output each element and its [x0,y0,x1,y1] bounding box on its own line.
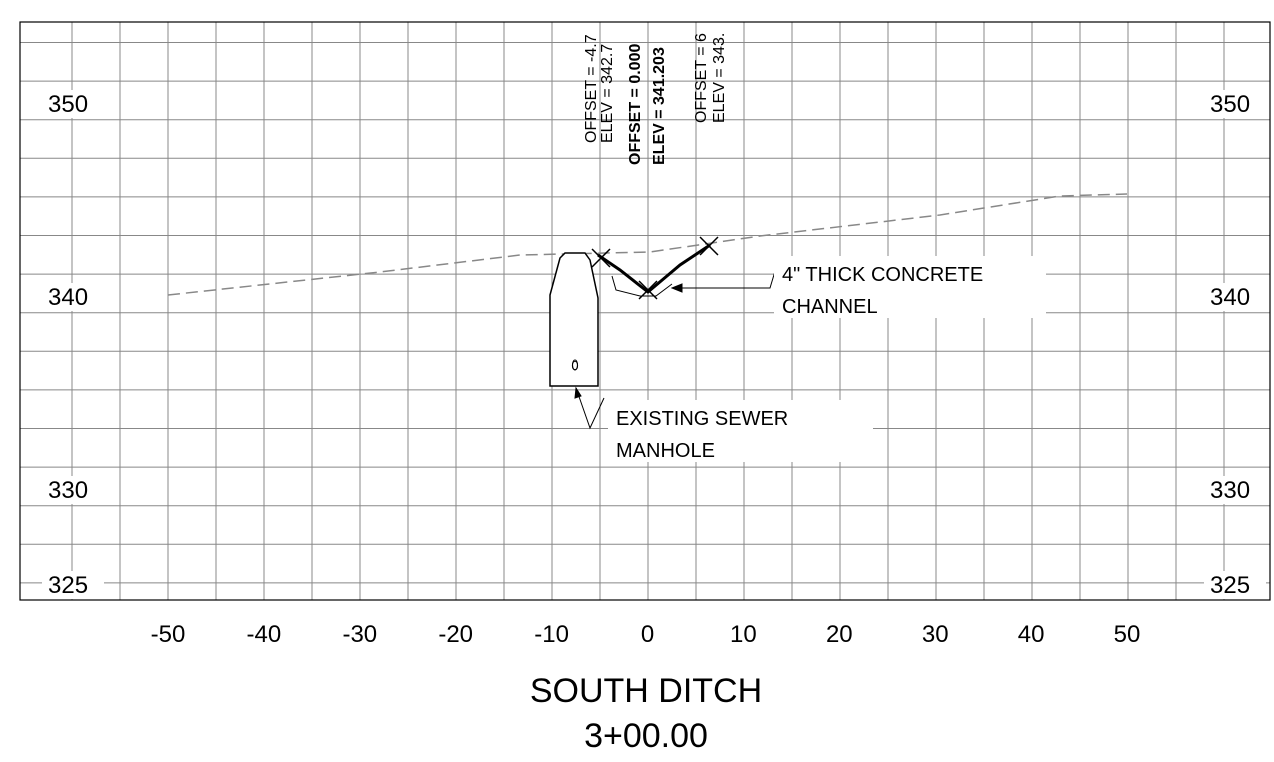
manhole [549,252,599,387]
elev-label: ELEV = 343. [711,33,728,123]
station: 3+00.00 [584,717,708,755]
x-tick-label: -40 [247,621,282,648]
point-marks [591,236,719,300]
callout-text: 4" THICK CONCRETE [782,264,983,286]
channel-detail [611,275,673,297]
y-tick-label-left: 340 [48,284,88,311]
callout-bg [774,256,1046,318]
existing-ground [167,193,1128,296]
y-tick-label-left: 350 [48,91,88,118]
y-tick-label-right: 350 [1210,91,1250,118]
label-bg [42,571,104,599]
frame [19,21,1271,601]
x-tick-label: 30 [922,621,949,648]
callout-bg [608,400,873,462]
x-tick-label: 50 [1114,621,1141,648]
y-tick-label-right: 340 [1210,284,1250,311]
label-bg [42,283,104,311]
y-tick-label-right: 330 [1210,477,1250,504]
label-bg [1204,283,1266,311]
labels: -50 -40 -30 -20 -10 0 10 20 30 40 50 350 350 340 340 33… [42,33,1266,755]
y-tick-label-left: 330 [48,477,88,504]
callout-text: EXISTING SEWER [616,408,788,430]
x-tick-label: -30 [342,621,377,648]
label-bg [42,90,104,118]
x-tick-label: -50 [151,621,186,648]
x-tick-label: -10 [534,621,569,648]
label-bg [42,476,104,504]
manhole-label: 0 [571,358,578,373]
label-bg [1204,476,1266,504]
elev-label: ELEV = 342.7 [599,44,616,143]
offset-label: OFFSET = -4.7 [583,34,600,143]
x-tick-label: 0 [641,621,654,648]
section-title: SOUTH DITCH [530,672,762,710]
elev-label: ELEV = 341.203 [651,47,668,165]
y-tick-label-left: 325 [48,572,88,599]
x-tick-label: -20 [438,621,473,648]
concrete-channel [597,243,711,294]
callout-text: MANHOLE [616,440,715,462]
x-tick-label: 10 [730,621,757,648]
x-tick-label: 40 [1018,621,1045,648]
x-tick-label: 20 [826,621,853,648]
offset-label: OFFSET = 6 [693,33,710,123]
offset-label: OFFSET = 0.000 [627,44,644,165]
manhole-pipe [572,359,578,371]
label-bg [1204,571,1266,599]
callout-text: CHANNEL [782,296,878,318]
label-bg [1204,90,1266,118]
y-tick-label-right: 325 [1210,572,1250,599]
grid [20,22,1270,600]
